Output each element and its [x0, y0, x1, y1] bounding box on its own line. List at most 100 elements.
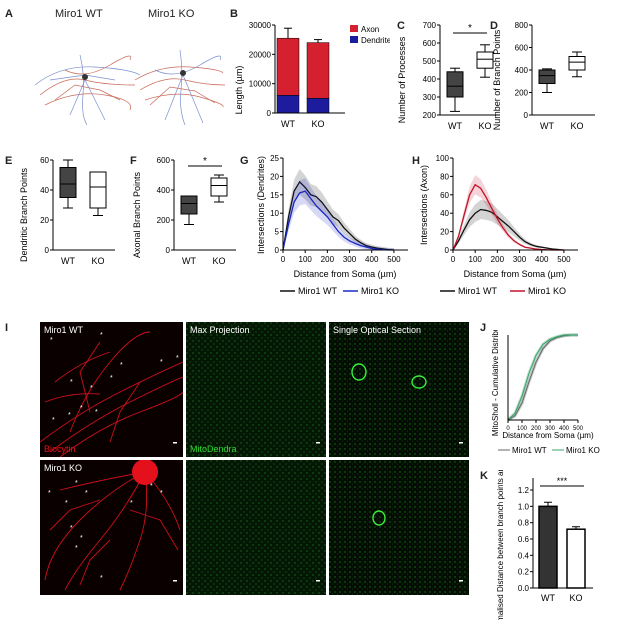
panel-f-ytick-label: 400 — [157, 186, 171, 195]
panel-b-xtick-label: WT — [281, 119, 295, 129]
panel-d-ylabel: Number of Branch Points — [492, 29, 502, 130]
panel-k-bar — [566, 528, 586, 589]
panel-f-ytick-label: 0 — [166, 246, 171, 255]
panel-h-ytick-label: 60 — [440, 191, 449, 200]
panel-i-letter: I — [5, 322, 9, 334]
panel-f-xtick-label: WT — [182, 256, 196, 266]
panel-g-xtick-label: 100 — [299, 255, 313, 264]
panel-g-xlabel: Distance from Soma (µm) — [294, 269, 397, 279]
wt-single-section-image — [329, 322, 469, 457]
panel-k-letter: K — [480, 470, 488, 482]
svg-text:*: * — [160, 359, 163, 366]
panel-h-ytick-label: 80 — [440, 172, 449, 181]
svg-text:*: * — [176, 355, 179, 362]
panel-e-letter: E — [5, 155, 13, 167]
panel-f-ylabel: Axonal Branch Points — [132, 171, 142, 258]
panel-b-chart: Length (µm) 0 10000 20000 30000 WT KO Axon D… — [234, 21, 390, 129]
panel-j-xtick-label: 400 — [559, 426, 570, 432]
panel-b-bar-axon — [276, 37, 300, 96]
panel-h-ytick-label: 40 — [440, 209, 449, 218]
panel-h-ytick-label: 100 — [436, 154, 450, 163]
panel-g-ytick-label: 10 — [270, 209, 279, 218]
svg-text:*: * — [120, 362, 123, 369]
panel-c-ytick-label: 400 — [423, 75, 437, 84]
panel-h-xlabel: Distance from Soma (µm) — [464, 269, 567, 279]
panel-f-chart: Axonal Branch Points 0 200 400 600 WT KO * — [132, 156, 236, 266]
panel-c-ytick-label: 500 — [423, 57, 437, 66]
panel-g-error-band — [283, 178, 394, 250]
svg-text:*: * — [68, 412, 71, 419]
panel-c-xtick-label: KO — [478, 121, 491, 131]
panel-j-xtick-label: 300 — [545, 426, 556, 432]
wt-max-projection-image — [186, 322, 326, 457]
panel-g-legend-ko: Miro1 KO — [361, 286, 399, 296]
panel-g-xtick-label: 500 — [387, 255, 401, 264]
label-max-projection: Max Projection — [190, 325, 250, 335]
label-mitodendra-wt: MitoDendra — [190, 444, 237, 454]
panel-g-ytick-label: 5 — [275, 228, 280, 237]
panel-c-ytick-label: 700 — [423, 21, 437, 30]
svg-text:*: * — [65, 500, 68, 507]
panel-f-letter: F — [130, 155, 137, 167]
label-single-optical-section: Single Optical Section — [333, 325, 422, 335]
svg-text:*: * — [100, 575, 103, 582]
panel-d-xtick-label: KO — [570, 121, 583, 131]
panel-e-ytick-label: 60 — [40, 156, 49, 165]
label-biocytin-wt: Biocytin — [44, 444, 76, 454]
panel-d-ytick-label: 600 — [515, 44, 529, 53]
panel-c-ylabel: Number of Processes — [397, 36, 407, 123]
panel-g-ytick-label: 20 — [270, 172, 279, 181]
panel-c-significance: * — [468, 23, 472, 34]
svg-text:*: * — [90, 385, 93, 392]
svg-text:*: * — [130, 500, 133, 507]
panel-b-ytick-label: 0 — [267, 109, 272, 118]
panel-b-legend-axon: Axon — [361, 25, 379, 34]
panel-e-box — [59, 167, 77, 198]
panel-k-ytick-label: 0.8 — [518, 519, 530, 528]
panel-b-xtick-label: KO — [311, 119, 324, 129]
panel-k-ytick-label: 1.0 — [518, 502, 530, 511]
panel-d-xtick-label: WT — [540, 121, 554, 131]
micro-ko-single-section — [329, 460, 469, 595]
svg-text:*: * — [75, 545, 78, 552]
panel-g-xtick-label: 0 — [281, 255, 286, 264]
panel-k-ytick-label: 0.2 — [518, 568, 530, 577]
micro-ko-biocytin: * * * * * * * * * * * Miro1 KO — [40, 460, 183, 595]
micro-wt-single-section: Single Optical Section — [329, 322, 469, 457]
neuron-tracings — [34, 49, 225, 126]
panel-h-letter: H — [412, 155, 420, 167]
panel-j-legend-wt: Miro1 WT — [512, 446, 547, 455]
panel-a-title-wt: Miro1 WT — [55, 8, 103, 20]
panel-d-chart: Number of Branch Points 0 200 400 600 800 WT K… — [492, 21, 595, 131]
panel-c-letter: C — [397, 20, 405, 32]
panel-g-ylabel: Intersections (Dendrites) — [256, 156, 266, 254]
svg-text:*: * — [95, 409, 98, 416]
panel-g-ytick-label: 25 — [270, 154, 279, 163]
panel-g-xtick-label: 300 — [343, 255, 357, 264]
svg-text:*: * — [85, 490, 88, 497]
svg-text:*: * — [80, 405, 83, 412]
panel-h-xtick-label: 100 — [469, 255, 483, 264]
svg-text:*: * — [52, 417, 55, 424]
panel-d-ytick-label: 400 — [515, 66, 529, 75]
panel-h-error-band — [453, 175, 564, 250]
panel-a-letter: A — [5, 8, 13, 20]
panel-d-ytick-label: 0 — [524, 111, 529, 120]
panel-h-legend-ko: Miro1 KO — [528, 286, 566, 296]
panel-e-box — [89, 171, 107, 209]
panel-e-ytick-label: 0 — [45, 246, 50, 255]
panel-k-xtick-label: KO — [569, 593, 582, 603]
panel-f-box — [210, 177, 228, 197]
panel-e-chart: Dendritic Branch Points 0 20 40 60 WT KO — [19, 156, 115, 266]
panel-b-bar-dendrite — [306, 98, 330, 114]
ko-single-section-image — [329, 460, 469, 595]
micro-wt-biocytin: * * * * * * * * * * * * Miro1 WT Biocytin — [40, 322, 183, 457]
svg-text:*: * — [100, 332, 103, 339]
panel-c-box — [476, 51, 494, 69]
micro-wt-max-projection: Max Projection MitoDendra — [186, 322, 326, 457]
panel-f-box — [180, 195, 198, 215]
panel-g-error-band — [283, 169, 394, 250]
panel-j-series-line — [507, 334, 578, 421]
panel-j-series-line — [507, 334, 578, 421]
panel-g-xtick-label: 400 — [365, 255, 379, 264]
